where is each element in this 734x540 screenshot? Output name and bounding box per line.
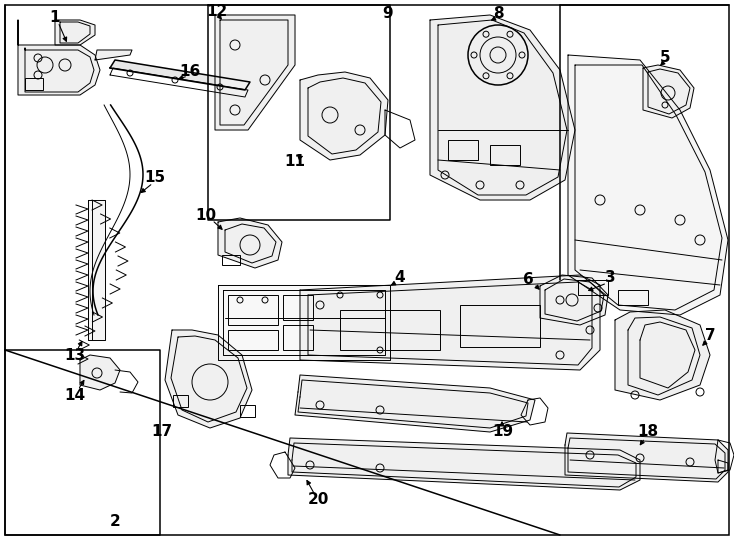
Text: 11: 11: [285, 154, 305, 170]
Text: 13: 13: [65, 348, 86, 362]
Text: 6: 6: [523, 273, 534, 287]
Text: 14: 14: [65, 388, 86, 402]
Polygon shape: [55, 20, 95, 45]
Text: 12: 12: [206, 4, 228, 19]
Polygon shape: [565, 433, 728, 482]
Polygon shape: [218, 218, 282, 268]
Polygon shape: [80, 355, 120, 390]
Text: 1: 1: [50, 10, 60, 25]
Bar: [448, 140, 478, 160]
Polygon shape: [215, 15, 295, 130]
Polygon shape: [300, 72, 388, 160]
Polygon shape: [165, 330, 252, 428]
Text: 4: 4: [395, 271, 405, 286]
Bar: [173, 395, 188, 407]
Text: 16: 16: [179, 64, 200, 79]
Bar: [283, 295, 313, 320]
Text: 2: 2: [109, 515, 120, 530]
Bar: [25, 78, 43, 90]
Bar: [240, 405, 255, 417]
Polygon shape: [615, 310, 710, 400]
Bar: [283, 325, 313, 350]
Polygon shape: [88, 200, 105, 340]
Text: 19: 19: [493, 424, 514, 440]
Bar: [618, 290, 648, 305]
Polygon shape: [643, 65, 694, 118]
Text: 10: 10: [195, 207, 217, 222]
Text: 17: 17: [151, 424, 172, 440]
Text: 9: 9: [382, 6, 393, 22]
Polygon shape: [430, 15, 575, 200]
Bar: [228, 295, 278, 325]
Polygon shape: [300, 275, 600, 370]
Text: 20: 20: [308, 492, 329, 508]
Polygon shape: [218, 285, 390, 360]
Bar: [222, 255, 240, 265]
Polygon shape: [568, 55, 728, 315]
Polygon shape: [295, 375, 535, 432]
Text: 5: 5: [660, 51, 670, 65]
Polygon shape: [540, 275, 608, 325]
Bar: [490, 145, 520, 165]
Polygon shape: [18, 20, 100, 95]
Text: 8: 8: [493, 6, 504, 22]
Text: 18: 18: [637, 424, 658, 440]
Bar: [228, 330, 278, 350]
Text: 15: 15: [145, 171, 166, 186]
Bar: [340, 310, 440, 350]
Polygon shape: [110, 60, 250, 90]
Polygon shape: [95, 50, 132, 60]
Text: 7: 7: [705, 327, 716, 342]
Polygon shape: [288, 438, 640, 490]
Bar: [578, 280, 608, 295]
Text: 3: 3: [605, 271, 615, 286]
Bar: [460, 305, 540, 347]
